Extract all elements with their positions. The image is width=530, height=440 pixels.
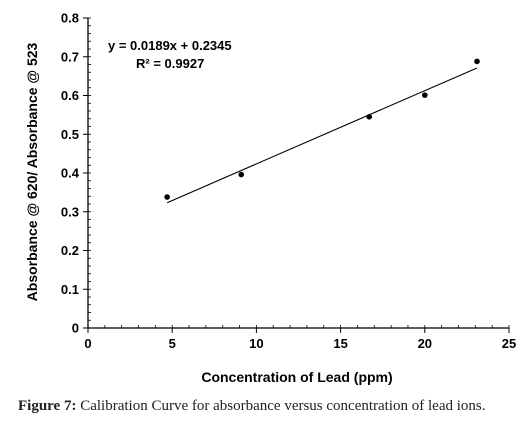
- linear-trendline: [166, 67, 478, 204]
- y-tick-label: 0.5: [61, 127, 79, 142]
- data-point: [474, 58, 480, 65]
- data-point: [366, 114, 373, 120]
- y-tick-label: 0.1: [61, 282, 79, 297]
- y-tick-label: 0: [72, 321, 79, 336]
- y-tick-label: 0.7: [61, 49, 79, 64]
- x-tick-label: 5: [169, 336, 176, 351]
- scatter-chart: 0 0.1 0.2 0.3 0.4 0.5 0.6 0.7 0.8 0 5 10 15 20 25 y = …: [24, 11, 516, 386]
- y-tick-label: 0.4: [61, 166, 80, 181]
- data-point: [164, 194, 170, 200]
- data-points: [164, 58, 480, 200]
- x-tick-label: 10: [249, 336, 263, 351]
- data-point: [238, 171, 245, 178]
- figure-caption: Figure 7: Calibration Curve for absorban…: [18, 397, 523, 416]
- x-tick-label: 20: [418, 336, 432, 351]
- trendline-equation: y = 0.0189x + 0.2345: [108, 38, 232, 53]
- ticks: [83, 17, 510, 333]
- y-tick-label: 0.3: [61, 204, 79, 219]
- data-point: [422, 92, 428, 98]
- figure-caption-text: Calibration Curve for absorbance versus …: [80, 398, 486, 414]
- x-tick-label: 0: [84, 336, 91, 351]
- x-tick-label: 25: [502, 336, 516, 351]
- x-tick-label: 15: [333, 336, 347, 351]
- y-tick-label: 0.2: [61, 243, 79, 258]
- tick-labels: 0 0.1 0.2 0.3 0.4 0.5 0.6 0.7 0.8 0 5 10 15 20 25: [61, 11, 516, 352]
- y-tick-label: 0.6: [61, 88, 79, 103]
- y-axis-label: Absorbance @ 620/ Absorbance @ 523: [24, 42, 40, 301]
- figure-caption-label: Figure 7:: [18, 398, 77, 414]
- r-squared-label: R² = 0.9927: [136, 56, 204, 71]
- y-tick-label: 0.8: [61, 11, 79, 26]
- trendline-group: [166, 67, 478, 204]
- x-axis-label: Concentration of Lead (ppm): [201, 369, 392, 385]
